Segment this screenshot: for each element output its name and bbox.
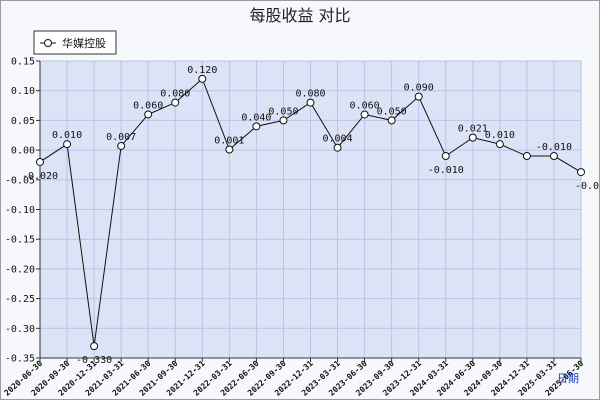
data-point [252,122,261,131]
data-point [225,145,234,154]
data-point [495,140,504,149]
legend-box [33,30,117,55]
data-point [63,140,72,149]
data-point [360,110,369,119]
data-label: -0.010 [428,165,464,176]
data-label: 0.010 [52,130,82,141]
data-point [468,133,477,142]
data-label: 0.007 [106,132,136,143]
data-point [577,168,585,177]
data-label: 0.001 [214,136,244,147]
data-point [387,116,396,125]
data-label: 0.010 [485,130,515,141]
legend-entry-label: 华媒控股 [62,36,106,50]
data-point [36,157,44,166]
y-tick-label: -0.15 [5,235,35,246]
data-point [279,116,288,125]
data-label: 0.050 [268,106,298,117]
data-point [198,74,207,83]
data-label: -0.010 [536,142,572,153]
data-label: 0.004 [322,134,352,145]
data-point [144,110,153,119]
y-tick-label: 0.00 [11,146,35,157]
data-label: 0.090 [404,83,434,94]
data-point [117,141,126,150]
data-label: 0.040 [241,112,271,123]
y-tick-label: -0.20 [5,264,35,275]
data-label: 0.060 [350,100,380,111]
y-tick-label: 0.05 [11,116,35,127]
y-tick-label: -0.10 [5,205,35,216]
data-point [522,152,531,161]
data-point [306,98,315,107]
data-point [171,98,180,107]
data-label: -0.037 [575,181,600,192]
chart-title: 每股收益 对比 [249,6,350,25]
data-point [414,92,423,101]
y-tick-label: -0.30 [5,324,35,335]
legend-marker-swatch [44,39,52,47]
data-label: 0.060 [133,100,163,111]
data-label: -0.020 [22,171,58,182]
data-label: 0.120 [187,65,217,76]
y-tick-label: -0.35 [5,354,35,365]
data-point [333,143,342,152]
y-tick-label: -0.05 [5,175,35,186]
data-point [90,342,99,351]
data-label: 0.080 [160,89,190,100]
y-tick-label: 0.10 [11,86,35,97]
x-axis-corner-label: 日期 [557,372,579,385]
legend: 华媒控股 [33,30,117,55]
data-label: 0.021 [458,124,488,135]
data-point [549,152,558,161]
data-label: 0.080 [295,89,325,100]
plot-area: 0.15 0.10 0.05 0.00 -0.05 -0.10 -0.15 -0.20 -0.2… [3,57,600,398]
y-tick-label: 0.15 [11,57,35,68]
y-tick-label: -0.25 [5,294,35,305]
data-label: -0.330 [76,355,112,366]
data-label: 0.050 [377,106,407,117]
data-point [441,152,450,161]
